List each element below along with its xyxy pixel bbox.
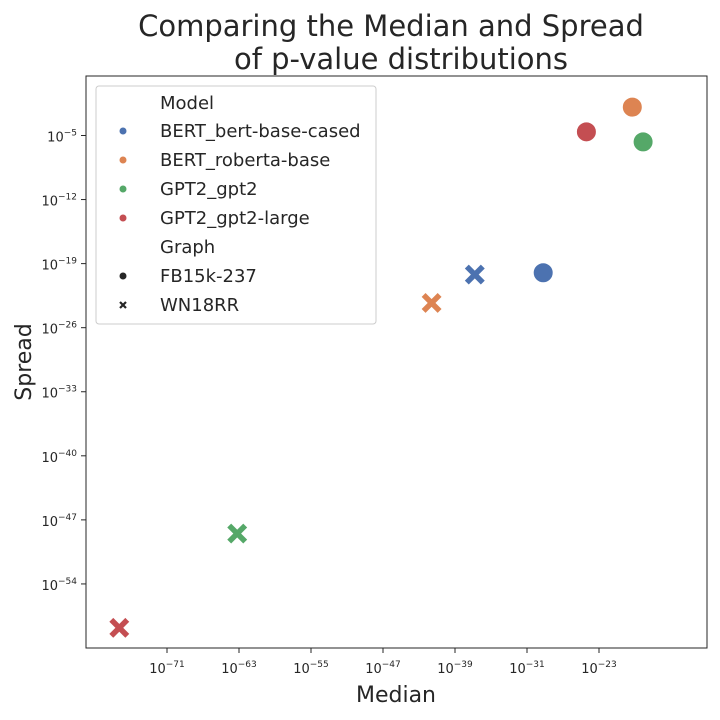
- y-tick-label: 10−5: [47, 128, 77, 145]
- legend-label-fb15k-237: FB15k-237: [160, 266, 257, 287]
- legend-title-graph: Graph: [160, 237, 215, 258]
- x-tick-label: 10−55: [293, 660, 329, 677]
- legend-label-gpt2-large: GPT2_gpt2-large: [160, 208, 310, 229]
- point-bert-roberta-base-fb15k-237: [621, 96, 643, 118]
- legend-label-wn18rr: WN18RR: [160, 295, 239, 316]
- y-axis-label: Spread: [12, 323, 37, 400]
- y-tick-label: 10−26: [41, 321, 77, 338]
- legend-box: [95, 85, 377, 325]
- point-gpt2-gpt2-large-fb15k-237: [575, 121, 597, 143]
- legend-swatch-roberta-base: [119, 156, 127, 164]
- y-tick-label: 10−12: [41, 193, 77, 210]
- legend-label-roberta-base: BERT_roberta-base: [160, 150, 330, 171]
- x-tick-label: 10−23: [581, 660, 617, 677]
- y-tick-label: 10−47: [41, 513, 77, 530]
- x-tick-label: 10−47: [365, 660, 401, 677]
- x-tick-label: 10−63: [221, 660, 257, 677]
- y-tick-label: 10−54: [41, 577, 77, 594]
- point-gpt2-gpt2-fb15k-237: [632, 131, 654, 153]
- point-gpt2-gpt2-wn18rr: [227, 523, 248, 544]
- chart-title-line-2: of p-value distributions: [234, 42, 568, 76]
- y-tick-label: 10−33: [41, 385, 77, 402]
- legend-swatch-bert-base-cased: [119, 127, 127, 135]
- point-bert-bert-base-cased-wn18rr: [464, 264, 485, 285]
- legend-label-bert-base-cased: BERT_bert-base-cased: [160, 121, 361, 142]
- y-axis-ticks: 10−5 10−12 10−19 10−26 10−33 10−40 10−47 10−54: [41, 128, 86, 594]
- point-bert-roberta-base-wn18rr: [421, 293, 442, 313]
- x-tick-label: 10−31: [509, 660, 545, 677]
- x-tick-label: 10−71: [149, 660, 185, 677]
- y-tick-label: 10−40: [41, 449, 77, 466]
- legend: Model BERT_bert-base-cased BERT_roberta-…: [95, 85, 377, 325]
- x-tick-label: 10−39: [437, 660, 473, 677]
- legend-marker-x: [119, 301, 127, 309]
- point-bert-bert-base-cased-fb15k-237: [532, 262, 554, 284]
- legend-swatch-gpt2-large: [119, 214, 127, 222]
- data-points: [109, 96, 654, 638]
- x-axis-label: Median: [356, 683, 436, 708]
- point-gpt2-gpt2-large-wn18rr: [109, 617, 130, 638]
- legend-marker-circle: [119, 272, 127, 280]
- y-tick-label: 10−19: [41, 257, 77, 274]
- legend-swatch-gpt2: [119, 185, 127, 193]
- legend-title-model: Model: [160, 93, 214, 114]
- legend-label-gpt2: GPT2_gpt2: [160, 179, 258, 200]
- plot-frame: [85, 75, 708, 649]
- chart-title-line-1: Comparing the Median and Spread: [138, 9, 644, 43]
- x-axis-ticks: 10−71 10−63 10−55 10−47 10−39 10−31 10−23: [149, 648, 617, 677]
